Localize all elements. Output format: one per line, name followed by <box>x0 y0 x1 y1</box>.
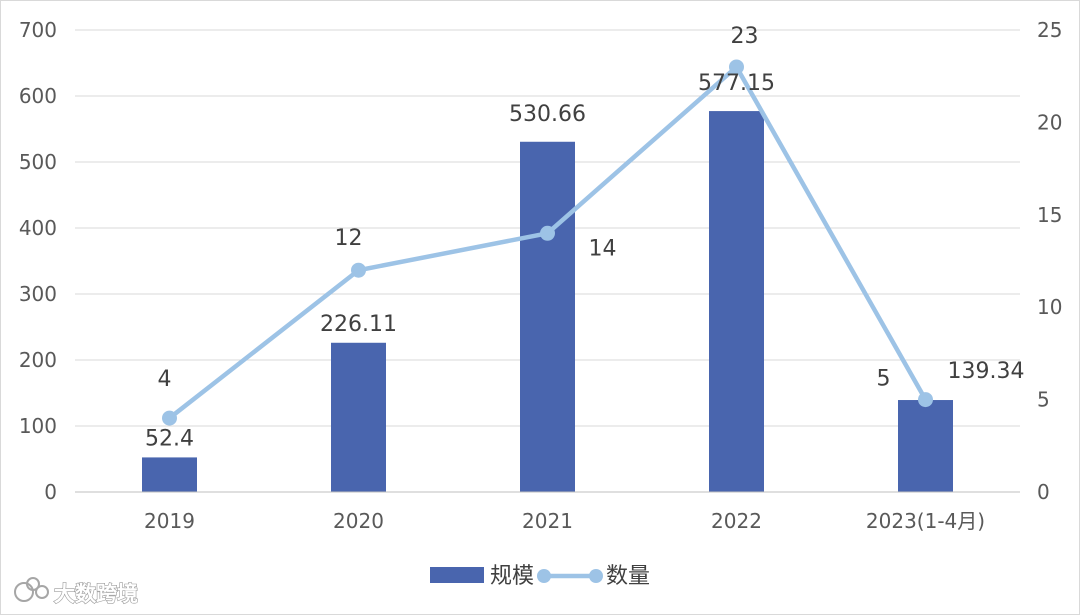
legend-swatch-bar <box>430 567 484 583</box>
bar <box>142 457 197 492</box>
line-value-label: 12 <box>335 226 363 251</box>
bar <box>331 342 386 492</box>
y-left-tick-label: 300 <box>19 282 57 306</box>
line-value-label: 5 <box>877 367 891 392</box>
line-point <box>540 225 555 241</box>
line-point <box>162 410 177 426</box>
y-left-tick-label: 500 <box>19 150 57 174</box>
legend-label-line: 数量 <box>606 564 650 589</box>
bar-value-label: 530.66 <box>509 102 586 127</box>
line-value-label: 4 <box>158 367 172 392</box>
line-series <box>162 59 933 426</box>
line-point <box>918 392 933 408</box>
bar-value-label: 226.11 <box>320 312 397 337</box>
line-point <box>351 262 366 278</box>
bar <box>709 111 764 493</box>
x-tick-label: 2019 <box>144 509 195 533</box>
y-right-tick-label: 20 <box>1037 110 1062 134</box>
y-left-tick-label: 400 <box>19 216 57 240</box>
y-right-tick-label: 10 <box>1037 295 1062 319</box>
bar-value-label: 139.34 <box>948 359 1025 384</box>
bar <box>520 141 575 492</box>
watermark-text: 大数跨境 <box>54 582 138 606</box>
legend-label-bar: 规模 <box>490 564 534 589</box>
x-tick-label: 2021 <box>522 509 573 533</box>
y-left-tick-label: 700 <box>19 18 57 42</box>
y-right-tick-label: 0 <box>1037 480 1050 504</box>
data-labels: 52.4 226.11 530.66 577.15 139.34 4 12 14 23 5 <box>145 24 1024 451</box>
legend-swatch-line-marker <box>589 569 603 583</box>
y-left-tick-label: 200 <box>19 348 57 372</box>
axes: 0 100 200 300 400 500 600 700 0 5 10 15 20 25 2019 2020… <box>19 18 1063 533</box>
y-left-tick-label: 600 <box>19 84 57 108</box>
bar-series <box>142 111 953 493</box>
line-point <box>729 59 744 75</box>
y-right-tick-label: 25 <box>1037 18 1062 42</box>
y-right-tick-label: 15 <box>1037 203 1062 227</box>
bar <box>898 400 953 492</box>
line-value-label: 14 <box>589 236 617 261</box>
legend-swatch-line-marker <box>537 569 551 583</box>
legend: 规模 数量 <box>430 564 650 589</box>
line-value-label: 23 <box>731 24 759 49</box>
y-left-tick-label: 0 <box>44 480 57 504</box>
watermark: 大数跨境 <box>14 577 139 607</box>
x-tick-label: 2023(1-4月) <box>866 509 985 533</box>
bar-value-label: 52.4 <box>145 426 194 451</box>
bar-value-label: 577.15 <box>698 71 775 96</box>
watermark-logo-icon <box>14 577 49 602</box>
x-tick-label: 2020 <box>333 509 384 533</box>
y-left-tick-label: 100 <box>19 414 57 438</box>
y-right-tick-label: 5 <box>1037 388 1050 412</box>
x-tick-label: 2022 <box>711 509 762 533</box>
